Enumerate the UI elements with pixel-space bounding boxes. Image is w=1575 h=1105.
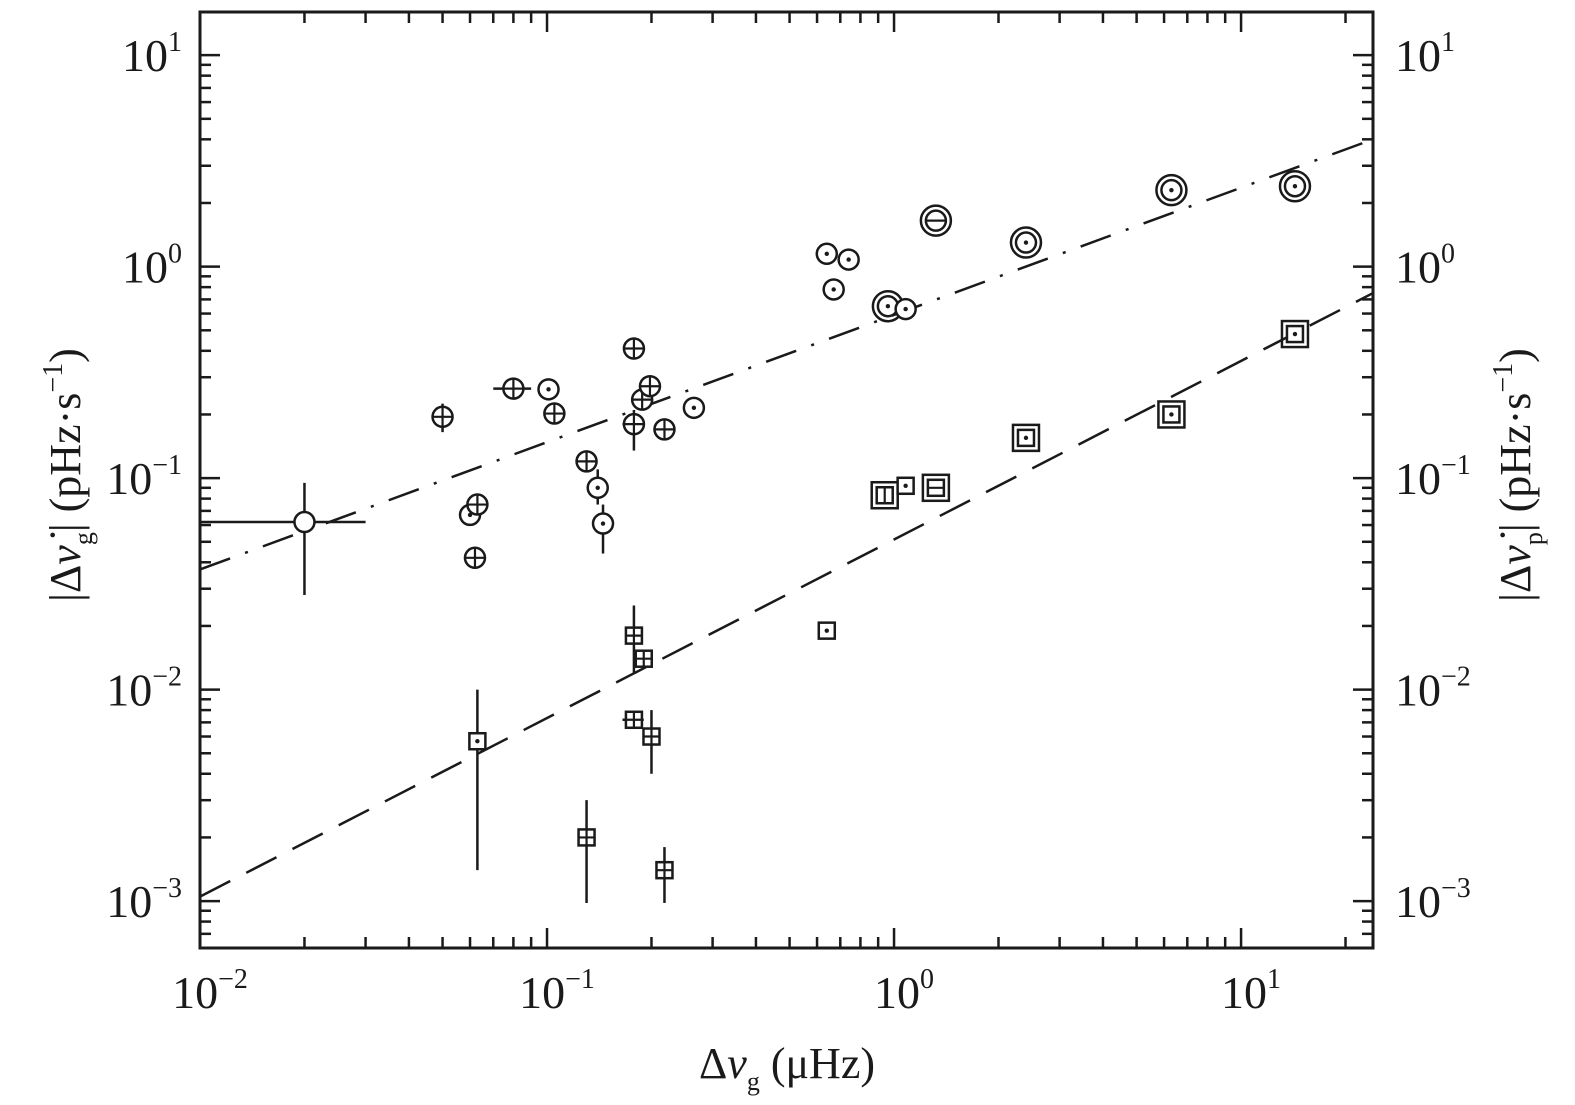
x-axis-title: Δνg (μHz)	[699, 1039, 875, 1096]
marker-center-dot	[475, 739, 480, 744]
marker-center-dot	[1023, 435, 1029, 441]
x-tick-label: 10−1	[519, 964, 595, 1018]
circle-point	[1009, 226, 1043, 259]
square-point	[655, 860, 674, 880]
fit-line-dashed	[199, 291, 1374, 898]
data-points	[293, 169, 1312, 880]
circle-marker-ring	[1009, 226, 1043, 259]
square-point	[1011, 423, 1041, 453]
marker-center-dot	[846, 257, 851, 262]
circle-point	[822, 278, 845, 301]
marker-center-dot	[903, 306, 908, 312]
y-tick-label-right: 10−1	[1395, 450, 1471, 504]
marker-center-dot	[824, 628, 829, 633]
circle-marker-ring	[1278, 169, 1312, 203]
square-point	[624, 626, 644, 645]
square-point	[634, 649, 654, 668]
marker-center-dot	[824, 251, 829, 257]
circle-point	[815, 242, 839, 266]
circle-point	[919, 204, 953, 237]
square-marker-ring	[870, 480, 899, 510]
marker-center-dot	[885, 304, 891, 309]
y-tick-label-left: 10−1	[106, 450, 182, 504]
x-tick-label: 101	[1221, 964, 1281, 1018]
square-point	[1157, 400, 1186, 429]
circle-point	[653, 418, 676, 441]
y-tick-label-right: 100	[1395, 239, 1455, 293]
square-point	[870, 480, 899, 510]
y-axis-title-left: |Δν̇g| (pHz·s−1)	[38, 348, 98, 602]
square-point	[577, 828, 596, 847]
square-point	[468, 731, 487, 751]
circle-point	[466, 493, 489, 516]
circle-marker-ring	[1155, 173, 1188, 207]
circle-point	[682, 396, 706, 420]
marker-center-dot	[546, 387, 551, 392]
circle-point	[502, 377, 525, 400]
axes	[198, 10, 1375, 950]
square-point	[1280, 319, 1310, 349]
square-marker-ring	[1011, 423, 1041, 453]
circle-point	[431, 405, 454, 429]
circle-point	[575, 450, 598, 473]
circle-point	[894, 297, 917, 321]
fit-lines	[199, 138, 1374, 898]
circle-point	[622, 412, 646, 436]
circle-point	[543, 402, 566, 425]
marker-center-dot	[903, 483, 908, 488]
x-tick-label: 10−2	[172, 964, 248, 1018]
square-point	[896, 476, 915, 496]
x-tick-label: 100	[874, 964, 934, 1018]
square-point	[642, 727, 661, 746]
y-tick-label-left: 10−2	[106, 662, 182, 716]
circle-marker-ring	[919, 204, 953, 237]
y-axis-title-right: |Δν̇p| (pHz·s−1)	[1488, 348, 1548, 602]
circle-point	[1155, 173, 1188, 207]
circle-point	[837, 248, 860, 271]
y-tick-label-left: 101	[122, 27, 182, 81]
circle-point	[1278, 169, 1312, 203]
marker-center-dot	[691, 405, 697, 411]
y-tick-label-left: 10−3	[106, 873, 182, 927]
square-marker-ring	[1280, 319, 1310, 349]
marker-center-dot	[1023, 240, 1029, 245]
circle-point	[622, 337, 646, 360]
tick-labels: 10−2 10−1 100 101 101 101 100 100 10−1 10−1 10−2 10…	[106, 27, 1471, 1018]
circle-point	[293, 510, 316, 534]
fit-line-dash-dot	[199, 138, 1374, 571]
circle-point	[537, 378, 560, 401]
marker-center-dot	[595, 485, 600, 491]
y-tick-label-right: 10−2	[1395, 662, 1471, 716]
square-point	[921, 473, 951, 503]
circle-marker	[293, 510, 316, 534]
circle-point	[463, 546, 487, 570]
y-tick-label-left: 100	[122, 239, 182, 293]
marker-center-dot	[1292, 184, 1298, 189]
square-marker-ring	[1157, 400, 1186, 429]
plot-frame	[198, 10, 1375, 950]
marker-center-dot	[1169, 187, 1174, 193]
marker-center-dot	[831, 287, 836, 292]
circle-point	[586, 476, 609, 500]
y-tick-label-right: 101	[1395, 27, 1455, 81]
square-point	[817, 621, 837, 640]
marker-center-dot	[1169, 412, 1174, 417]
marker-center-dot	[600, 521, 606, 526]
circle-point	[638, 374, 662, 398]
y-tick-label-right: 10−3	[1395, 873, 1471, 927]
circle-point	[591, 512, 615, 535]
square-point	[624, 710, 644, 730]
square-marker-ring	[921, 473, 951, 503]
marker-center-dot	[1292, 331, 1298, 337]
